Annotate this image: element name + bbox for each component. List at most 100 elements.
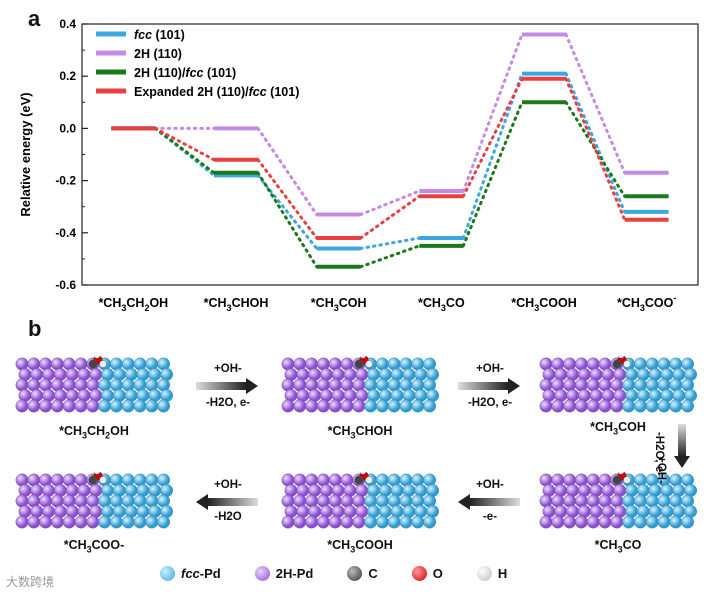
atom-legend-c: C [347, 566, 378, 581]
2h-pd-atom [610, 515, 624, 529]
slab-step-4 [539, 472, 698, 529]
connector-4-4 [461, 77, 524, 198]
arrow-1-top: +OH- [214, 363, 242, 375]
fcc-pd-atom [98, 399, 112, 413]
fcc-pd-atom [411, 399, 425, 413]
fcc-pd-atom [110, 399, 123, 413]
arrow-4-bottom: -e- [482, 511, 498, 523]
fcc-pd-atom [110, 515, 123, 529]
adsorbate-atom [354, 359, 364, 369]
fcc-pd-atom [399, 515, 413, 529]
connector-4-1 [153, 126, 216, 162]
2h-pd-atom [281, 515, 295, 529]
arrow-2-top: +OH- [476, 363, 504, 375]
slab-step-1 [15, 356, 174, 413]
2h-pd-atom [563, 515, 577, 529]
carbon-ball-icon [347, 566, 363, 581]
watermark: 大数跨境 [6, 575, 55, 589]
fcc-pd-atom [423, 515, 437, 529]
arrow-5 [196, 494, 258, 510]
atom-legend-h: H [476, 566, 507, 581]
connector-1-2 [256, 173, 319, 250]
arrow-4 [458, 494, 520, 510]
fcc-pd-atom [121, 515, 135, 529]
arrow-2-bottom: -H2O, e- [467, 397, 513, 409]
arrow-3-left: -H2O, e- [653, 431, 665, 477]
fcc-pd-atom [634, 399, 647, 413]
2h-pd-atom [86, 399, 100, 413]
x-tick-label-6: *CH3COO- [617, 293, 676, 313]
fcc-pd-atom [145, 399, 159, 413]
x-tick-label-5: *CH3COOH [511, 296, 576, 313]
2h-pd-atom [27, 399, 41, 413]
adsorbate-atom [612, 359, 622, 369]
connector-1-4 [461, 72, 524, 240]
fcc-pd-atom [622, 399, 636, 413]
y-axis-label: Relative energy (eV) [18, 92, 33, 216]
hydrogen-ball-icon [476, 566, 492, 581]
adsorbate-atom [617, 472, 625, 475]
2h-pd-atom [575, 399, 588, 413]
2h-pd-atom [293, 515, 307, 529]
fcc-pd-atom [669, 399, 683, 413]
2h-pd-atom [598, 515, 612, 529]
2h-pd-atom [293, 399, 307, 413]
step-label-2: *CH3CHOH [327, 424, 393, 441]
fcc-pd-atom [376, 399, 389, 413]
x-tick-label-2: *CH3CHOH [204, 296, 269, 313]
connector-1-1 [153, 126, 216, 177]
legend-label-3: 2H (110)/fcc (101) [134, 66, 236, 80]
2h-pd-ball-icon [254, 566, 270, 581]
step-label-1: *CH3CH2OH [59, 424, 129, 441]
fcc-pd-atom [387, 515, 401, 529]
2h-pd-atom [352, 399, 366, 413]
adsorbate-atom [88, 475, 98, 485]
connector-3-2 [256, 171, 319, 269]
slab-step-2 [281, 356, 440, 413]
fcc-pd-atom [423, 399, 437, 413]
step-label-4: *CH3CO [594, 538, 642, 555]
connector-3-3 [359, 244, 421, 269]
connector-2-5 [564, 32, 627, 175]
adsorbate-atom [365, 360, 373, 368]
connector-1-3 [359, 236, 421, 250]
2h-pd-atom [586, 515, 600, 529]
adsorbate-atom [623, 476, 631, 484]
connector-2-4 [461, 32, 524, 193]
fcc-pd-atom [399, 399, 413, 413]
connector-2-3 [359, 189, 421, 217]
adsorbate-atom [88, 359, 98, 369]
connector-3-5 [564, 100, 627, 198]
step-label-5: *CH3COOH [327, 538, 393, 555]
adsorbate-atom [93, 356, 101, 359]
2h-pd-atom [551, 399, 565, 413]
2h-pd-atom [551, 515, 565, 529]
panel-b-letter: b [28, 316, 42, 341]
atom-legend-2h: 2H-Pd [254, 566, 313, 581]
fcc-pd-atom [157, 399, 171, 413]
adsorbate-atom [365, 476, 373, 484]
x-tick-label-1: *CH3CH2OH [98, 296, 168, 313]
adsorbate-atom [359, 472, 367, 475]
legend-label-4: Expanded 2H (110)/fcc (101) [134, 85, 299, 99]
fcc-pd-atom [121, 399, 135, 413]
x-tick-label-3: *CH3COH [311, 296, 367, 313]
fcc-pd-atom [681, 399, 695, 413]
arrow-1 [196, 378, 258, 394]
2h-pd-atom [610, 399, 624, 413]
2h-pd-atom [340, 399, 354, 413]
2h-pd-atom [563, 399, 577, 413]
y-tick-label: 0.2 [59, 69, 76, 83]
adsorbate-atom [99, 360, 107, 368]
2h-pd-atom [305, 515, 319, 529]
y-tick-label: -0.4 [55, 226, 76, 240]
2h-pd-atom [328, 515, 342, 529]
arrow-3 [674, 424, 690, 468]
2h-pd-atom [15, 515, 29, 529]
fcc-pd-atom [133, 515, 147, 529]
adsorbate-atom [99, 476, 107, 484]
arrow-5-top: +OH- [214, 479, 242, 491]
legend-label-1: fcc (101) [134, 28, 185, 42]
arrow-4-top: +OH- [476, 479, 504, 491]
fcc-pd-atom [645, 399, 659, 413]
